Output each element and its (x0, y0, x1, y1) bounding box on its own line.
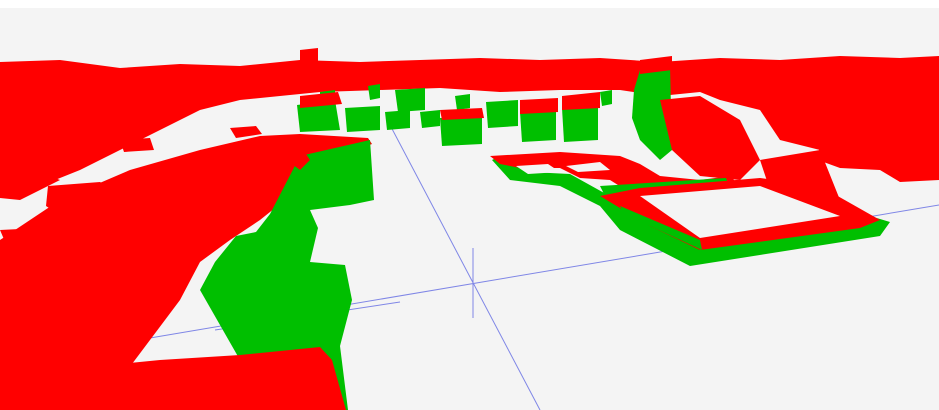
wall-12 (632, 66, 672, 160)
complex-wall-base (492, 156, 890, 266)
skyline-mass (0, 56, 939, 196)
foreground-roof-front (0, 347, 346, 410)
wall-1 (297, 100, 340, 132)
wall-5 (420, 110, 440, 128)
right-block (818, 132, 939, 182)
axis-line-y (389, 124, 541, 410)
roof-4 (562, 92, 600, 110)
wall-6 (440, 116, 482, 146)
wall-4 (395, 88, 425, 112)
roof-3 (520, 98, 558, 114)
complex-inner-wall (620, 206, 702, 250)
small-roof (230, 126, 262, 138)
foreground-wall-face (200, 140, 374, 410)
roof-2 (440, 108, 484, 120)
wall-8 (520, 110, 556, 142)
tower-roof (300, 48, 318, 72)
wall-13 (368, 84, 380, 100)
roof-6 (660, 96, 760, 180)
right-complex (490, 152, 890, 266)
wall-14 (600, 90, 612, 106)
small-roof-2 (120, 138, 154, 152)
roof-1 (300, 92, 342, 108)
wall-9 (562, 104, 598, 142)
mid-roofs (300, 56, 760, 180)
complex-courtyard (640, 186, 840, 238)
foreground-roof-edge (288, 145, 310, 170)
wall-11 (455, 94, 470, 110)
roof-5 (640, 56, 672, 74)
wall-3 (385, 110, 410, 130)
right-small-roof (900, 96, 939, 122)
left-foreground-building (0, 134, 374, 410)
complex-gap-2 (566, 162, 610, 172)
complex-gap-1 (516, 164, 560, 174)
left-block (0, 170, 60, 200)
far-walls (297, 66, 672, 160)
wall-7 (486, 100, 518, 128)
top-frame-strip (0, 0, 939, 8)
wall-2 (345, 106, 380, 132)
